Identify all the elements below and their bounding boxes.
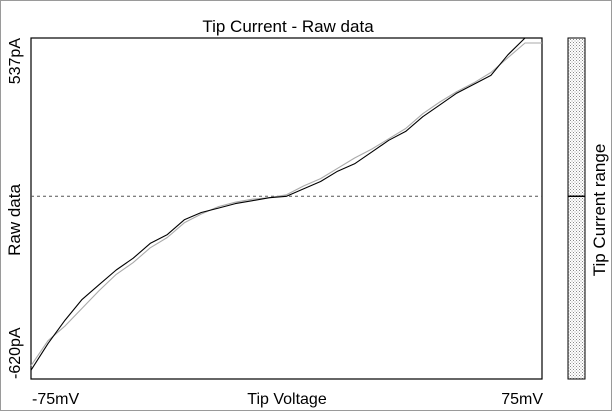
y-axis-label: Raw data — [5, 184, 24, 256]
colorbar — [567, 37, 586, 380]
y-tick-label-min: -620pA — [7, 327, 24, 379]
x-tick-label-max: 75mV — [501, 391, 543, 408]
x-axis-label: Tip Voltage — [247, 391, 327, 408]
y-tick-label-max: 537pA — [7, 38, 24, 85]
plot-area — [30, 37, 543, 380]
series-line-2 — [30, 42, 542, 367]
x-tick-label-min: -75mV — [32, 391, 79, 408]
colorbar-label: Tip Current range — [590, 144, 609, 277]
series-line-1 — [30, 37, 542, 371]
chart-title: Tip Current - Raw data — [202, 17, 374, 36]
